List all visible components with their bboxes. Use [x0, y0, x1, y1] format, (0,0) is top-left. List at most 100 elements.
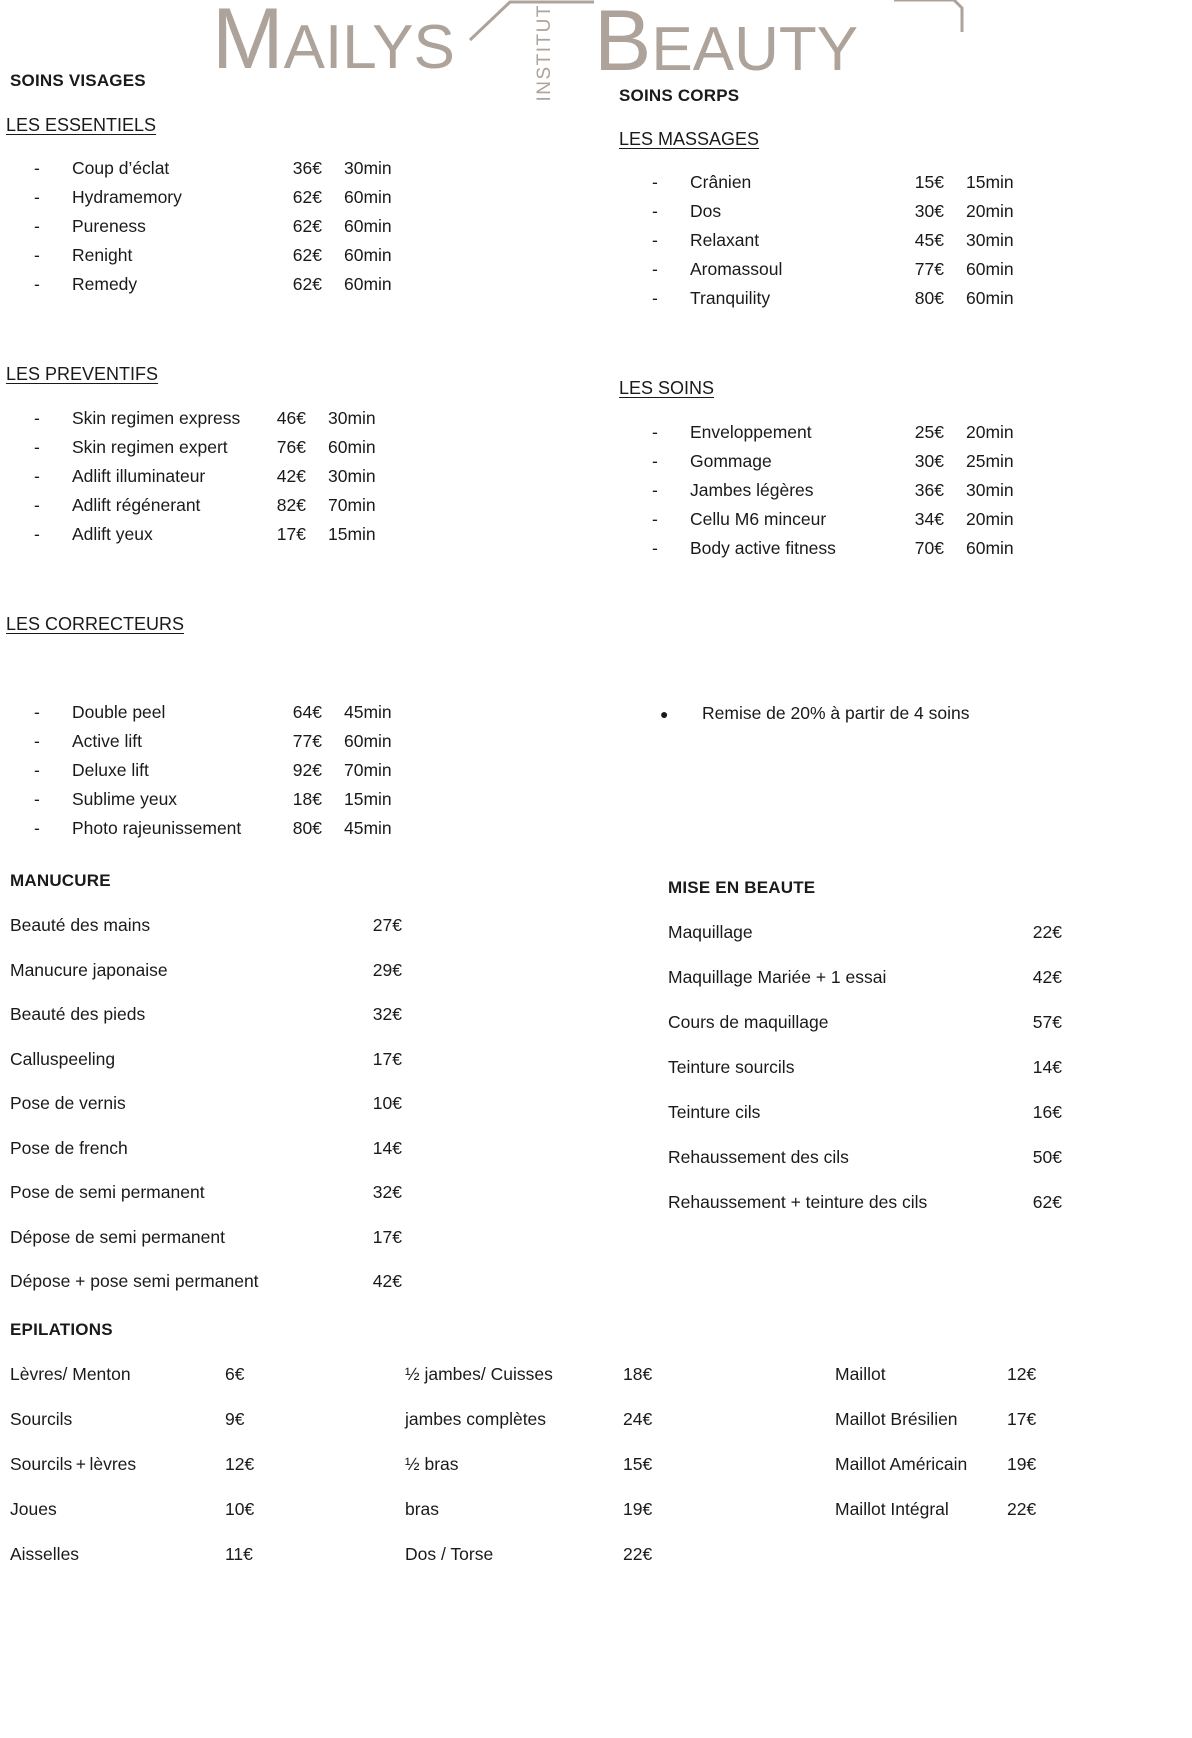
- service-name: Gommage: [690, 451, 772, 471]
- list-item: - Double peel 64€ 45min: [34, 702, 474, 731]
- service-name: jambes complètes: [405, 1409, 547, 1429]
- service-price: 10€: [225, 1499, 255, 1519]
- service-name: Teinture cils: [668, 1102, 761, 1122]
- service-name: Manucure japonaise: [10, 959, 168, 980]
- dash-marker: -: [652, 480, 658, 500]
- service-name: Deluxe lift: [72, 760, 149, 780]
- logo-mailys-text: MAILYS: [212, 0, 455, 82]
- section-title-mise-en-beaute: MISE EN BEAUTE: [668, 878, 816, 897]
- service-name: ½ jambes/ Cuisses: [405, 1364, 553, 1384]
- logo-beauty-rest: EAUTY: [651, 15, 859, 84]
- dash-marker: -: [652, 422, 658, 442]
- service-name: Renight: [72, 245, 133, 265]
- service-name: Body active fitness: [690, 538, 836, 558]
- service-duration: 25min: [966, 451, 1014, 471]
- list-item: - Skin regimen express 46€ 30min: [34, 408, 464, 437]
- list-les-soins: - Enveloppement 25€ 20min - Gommage 30€ …: [652, 422, 1092, 567]
- list-item: - Relaxant 45€ 30min: [652, 230, 1092, 259]
- list-item: Maillot Brésilien 17€: [835, 1409, 1135, 1454]
- dash-marker: -: [34, 408, 40, 428]
- bullet-icon: ●: [660, 706, 669, 722]
- list-item: - Sublime yeux 18€ 15min: [34, 789, 474, 818]
- service-price: 17€: [276, 524, 306, 544]
- service-name: Lèvres/ Menton: [10, 1364, 131, 1384]
- dash-marker: -: [34, 495, 40, 515]
- service-duration: 30min: [328, 466, 376, 486]
- service-name: Jambes légères: [690, 480, 814, 500]
- service-name: Joues: [10, 1499, 57, 1519]
- service-price: 18€: [623, 1364, 653, 1384]
- subsection-title-les-preventifs: LES PREVENTIFS: [6, 364, 159, 384]
- service-duration: 60min: [328, 437, 376, 457]
- service-duration: 30min: [966, 480, 1014, 500]
- service-name: Teinture sourcils: [668, 1057, 795, 1077]
- dash-marker: -: [34, 818, 40, 838]
- service-price: 27€: [372, 915, 402, 935]
- list-item: Teinture cils 16€: [668, 1102, 1068, 1147]
- list-item: - Jambes légères 36€ 30min: [652, 480, 1092, 509]
- service-name: bras: [405, 1499, 440, 1519]
- list-item: jambes complètes 24€: [405, 1409, 685, 1454]
- service-price: 34€: [914, 509, 944, 529]
- service-name: Skin regimen express: [72, 408, 241, 428]
- service-price: 12€: [225, 1454, 255, 1474]
- service-name: Pose de semi permanent: [10, 1182, 205, 1202]
- service-price: 9€: [225, 1409, 245, 1429]
- list-item: - Hydramemory 62€ 60min: [34, 187, 454, 216]
- service-duration: 60min: [966, 288, 1014, 308]
- service-price: 92€: [292, 760, 322, 780]
- list-item: - Renight 62€ 60min: [34, 245, 454, 274]
- service-name: Skin regimen expert: [72, 437, 228, 457]
- list-les-preventifs: - Skin regimen express 46€ 30min - Skin …: [34, 408, 464, 553]
- list-item: - Body active fitness 70€ 60min: [652, 538, 1092, 567]
- list-item: Pose de semi permanent 32€: [10, 1182, 410, 1227]
- service-price: 77€: [914, 259, 944, 279]
- list-item: - Gommage 30€ 25min: [652, 451, 1092, 480]
- service-name: Dépose + pose semi permanent: [10, 1271, 259, 1291]
- service-duration: 60min: [966, 538, 1014, 558]
- service-name: Maillot Brésilien: [835, 1409, 958, 1429]
- service-name: Active lift: [72, 731, 143, 751]
- list-item: - Skin regimen expert 76€ 60min: [34, 437, 464, 466]
- dash-marker: -: [34, 466, 40, 486]
- list-item: - Enveloppement 25€ 20min: [652, 422, 1092, 451]
- service-price: 57€: [1032, 1012, 1062, 1032]
- logo-institut-text: INSTITUT: [534, 4, 555, 102]
- list-item: - Active lift 77€ 60min: [34, 731, 474, 760]
- dash-marker: -: [34, 187, 40, 207]
- list-item: Maillot 12€: [835, 1364, 1135, 1409]
- logo-beauty-initial: B: [594, 0, 652, 89]
- list-item: - Deluxe lift 92€ 70min: [34, 760, 474, 789]
- list-item: Pose de vernis 10€: [10, 1093, 410, 1138]
- dash-marker: -: [34, 524, 40, 544]
- service-name: Adlift régénerant: [72, 495, 201, 515]
- dash-marker: -: [652, 172, 658, 192]
- service-price: 14€: [372, 1137, 402, 1158]
- section-title-manucure: MANUCURE: [10, 871, 111, 890]
- list-item: - Adlift régénerant 82€ 70min: [34, 495, 464, 524]
- service-name: Hydramemory: [72, 187, 182, 207]
- service-duration: 30min: [966, 230, 1014, 250]
- service-price: 42€: [372, 1271, 402, 1291]
- service-name: Maquillage Mariée + 1 essai: [668, 967, 887, 987]
- service-price: 82€: [276, 495, 306, 515]
- service-name: Pureness: [72, 216, 146, 236]
- service-name: Adlift illuminateur: [72, 466, 206, 486]
- service-price: 77€: [292, 731, 322, 751]
- list-les-massages: - Crânien 15€ 15min - Dos 30€ 20min - Re…: [652, 172, 1092, 317]
- list-item: Manucure japonaise 29€: [10, 960, 410, 1005]
- service-price: 42€: [276, 466, 306, 486]
- list-mise-en-beaute: Maquillage 22€ Maquillage Mariée + 1 ess…: [668, 922, 1068, 1237]
- service-price: 17€: [1007, 1409, 1037, 1429]
- logo-mailys-initial: M: [212, 0, 284, 87]
- service-price: 10€: [372, 1093, 402, 1113]
- service-price: 15€: [623, 1454, 653, 1474]
- service-name: Calluspeeling: [10, 1048, 116, 1069]
- list-manucure: Beauté des mains 27€ Manucure japonaise …: [10, 915, 410, 1316]
- dash-marker: -: [652, 288, 658, 308]
- service-name: Photo rajeunissement: [72, 818, 242, 838]
- dash-marker: -: [34, 245, 40, 265]
- service-price: 6€: [225, 1364, 245, 1384]
- list-item: Dépose de semi permanent 17€: [10, 1227, 410, 1272]
- service-price: 18€: [292, 789, 322, 809]
